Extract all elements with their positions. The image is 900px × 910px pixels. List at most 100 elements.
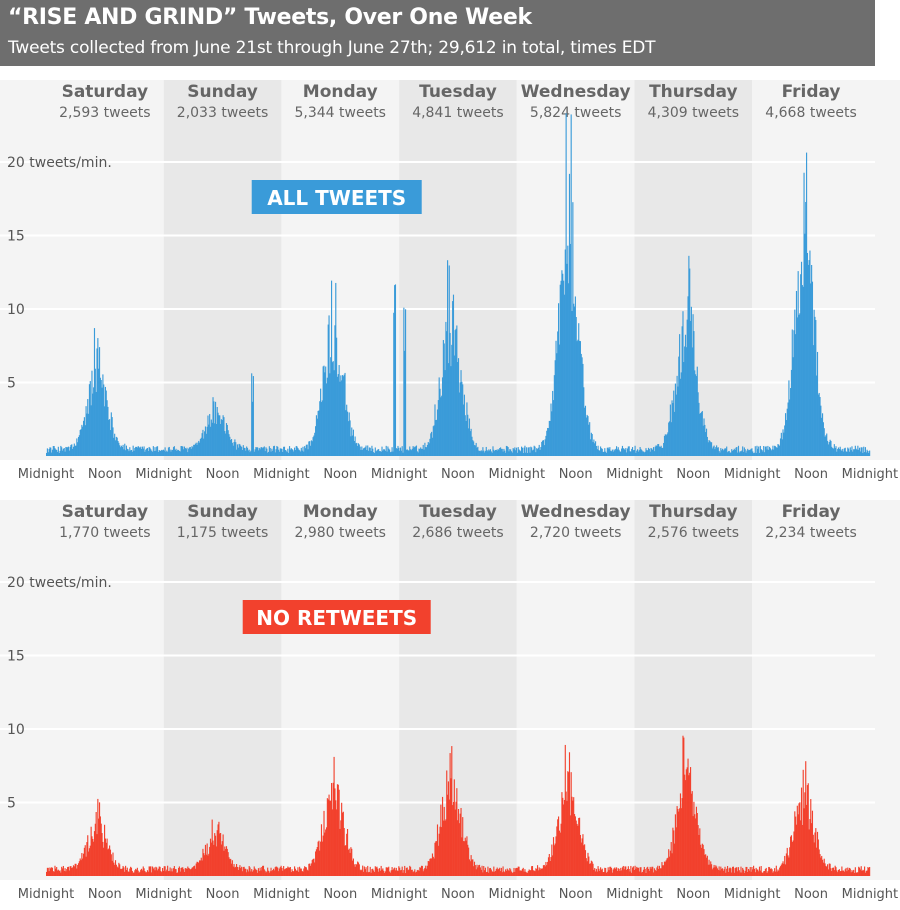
bar [411,448,413,456]
bar [731,449,733,456]
bar [515,447,518,456]
bar [579,341,581,456]
bar [59,450,61,456]
bar [825,865,827,876]
bar [718,866,720,876]
bar [625,866,627,876]
bar [384,871,386,876]
bar [621,870,623,876]
bar [662,448,664,456]
bar [72,867,74,876]
bar [664,434,666,456]
bar [568,173,571,456]
bar [356,442,358,456]
bar [860,447,862,456]
bar [450,366,452,456]
bar [665,860,667,876]
bar [573,306,576,456]
bar [253,451,255,456]
bar [490,451,492,456]
bar [530,446,532,456]
bar [271,448,273,456]
bar [396,448,398,456]
bar [246,447,249,456]
bar [513,867,515,876]
bar [863,870,865,876]
bar [313,858,315,876]
bar [573,814,576,876]
bar [779,438,782,456]
bar [772,445,774,456]
bar [516,452,518,456]
bar [242,445,244,456]
bar [737,452,739,456]
bar [477,446,479,456]
bar [532,870,534,876]
bar [496,450,498,456]
bars-group [46,735,871,876]
bar [708,859,710,876]
bar [235,866,237,876]
bar [642,869,645,876]
bar [559,284,561,456]
bar [834,447,836,456]
bar [220,423,222,456]
bar [163,866,165,876]
bar [406,449,408,456]
bar [698,402,700,456]
bar [368,447,370,456]
bar [418,448,420,456]
bar [153,451,155,456]
bar [832,448,835,456]
bar [409,446,411,456]
bar [517,866,519,876]
bar [103,847,105,876]
bar [775,447,777,456]
bar [141,868,143,876]
bar [397,445,399,456]
bar [532,449,534,456]
bar [481,865,483,876]
bar [430,858,432,876]
bar [95,391,97,456]
bar [230,439,232,456]
bar [186,447,188,456]
bar [173,446,175,456]
bar [758,871,760,876]
bar [148,866,150,876]
bar [717,447,719,456]
bar [239,444,241,456]
bar [600,867,602,876]
bar [295,870,297,876]
bar [522,867,524,876]
bar [282,870,284,876]
bar [726,868,728,876]
bar [618,868,620,876]
bar [131,870,133,876]
bar [140,446,142,456]
bar [155,450,157,456]
bar [796,805,798,876]
bar [457,820,459,876]
bar [787,855,789,876]
bar [59,870,61,876]
bar [383,872,386,876]
bar [866,449,868,456]
bar [326,377,328,456]
bar [592,863,594,876]
bar [360,449,362,456]
bar [367,865,369,876]
bar [93,328,96,456]
bar [868,868,870,876]
bar [294,447,296,456]
bar [658,865,661,876]
bar [745,452,747,456]
bar [804,792,806,876]
bar [471,436,473,456]
bar [816,351,819,456]
bar [533,445,535,456]
bar [149,447,151,456]
bar [789,847,791,876]
bar [577,339,579,456]
bar [263,869,265,876]
